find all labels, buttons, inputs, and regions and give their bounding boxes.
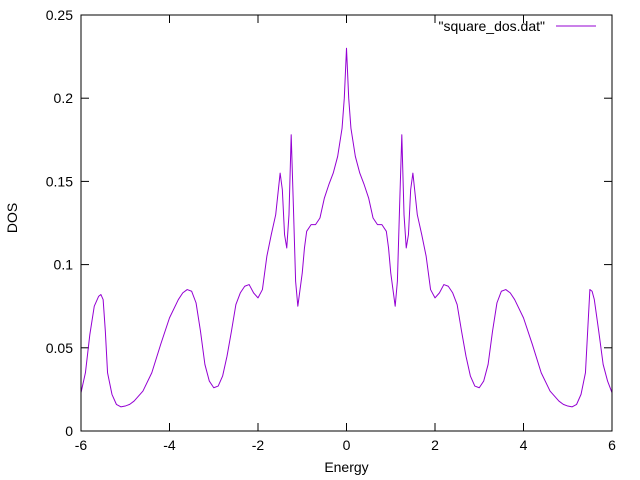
series-line xyxy=(80,47,613,408)
x-tick-label: 6 xyxy=(608,437,616,453)
x-axis-label: Energy xyxy=(324,459,368,475)
x-tick-label: -6 xyxy=(75,437,88,453)
x-tick-label: -2 xyxy=(252,437,265,453)
x-axis-ticks: -6 -4 -2 0 2 4 6 xyxy=(75,15,616,453)
y-tick-label: 0.2 xyxy=(54,90,74,106)
plot-frame xyxy=(80,14,613,432)
series-layer xyxy=(80,47,613,408)
x-tick-label: 4 xyxy=(520,437,528,453)
x-tick-label: 0 xyxy=(343,437,351,453)
y-tick-label: 0.05 xyxy=(46,340,73,356)
y-tick-label: 0.15 xyxy=(46,173,73,189)
y-tick-label: 0.1 xyxy=(54,257,74,273)
x-tick-label: -4 xyxy=(163,437,176,453)
legend-entry-label: "square_dos.dat" xyxy=(439,18,545,34)
y-tick-label: 0 xyxy=(65,423,73,439)
y-axis-label: DOS xyxy=(4,203,20,233)
y-tick-label: 0.25 xyxy=(46,7,73,23)
legend: "square_dos.dat" xyxy=(439,18,596,34)
x-tick-label: 2 xyxy=(431,437,439,453)
y-axis-ticks: 0 0.05 0.1 0.15 0.2 0.25 xyxy=(46,7,612,439)
